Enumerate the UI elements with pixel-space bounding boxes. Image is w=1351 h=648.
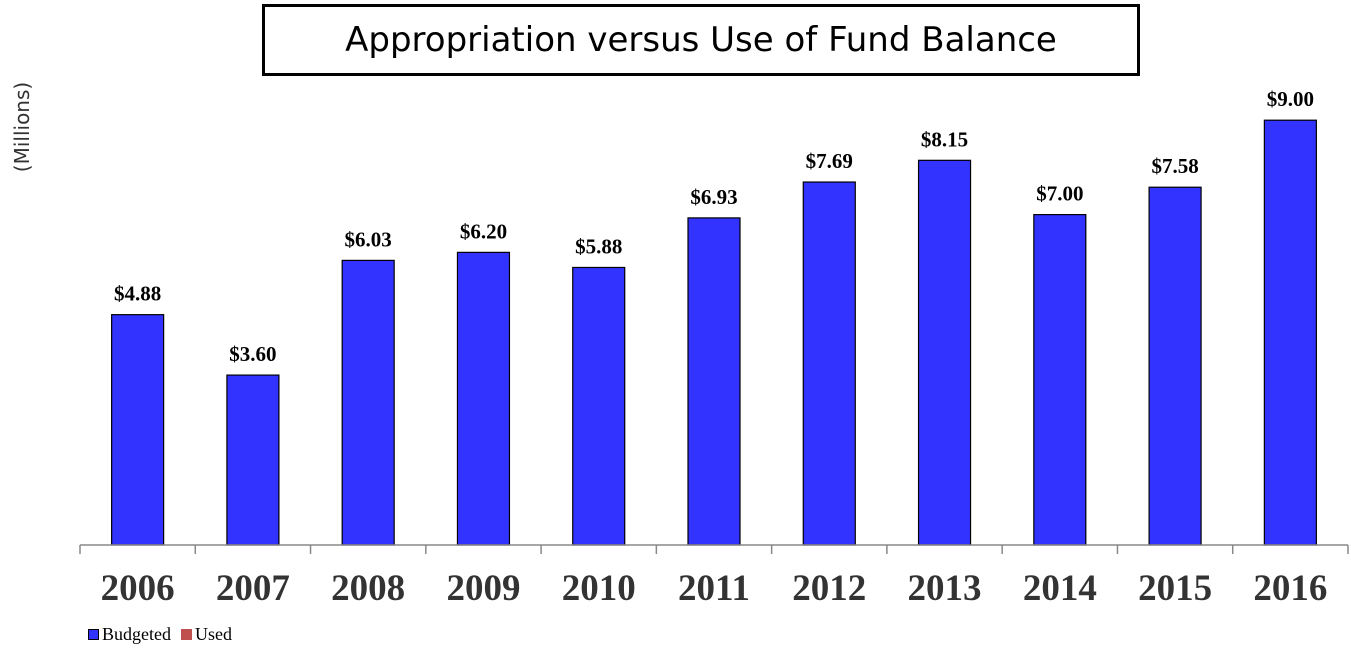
x-tick-label-2011: 2011 (678, 568, 750, 609)
legend-label-used: Used (195, 624, 232, 644)
x-tick-label-2016: 2016 (1253, 568, 1327, 609)
data-label-2014: $7.00 (1036, 182, 1083, 206)
data-label-2008: $6.03 (345, 227, 392, 251)
bar-2009 (456, 251, 511, 546)
bar-2008 (341, 259, 395, 546)
x-tick-label-2015: 2015 (1138, 568, 1212, 609)
data-label-2013: $8.15 (921, 127, 968, 151)
data-label-2015: $7.58 (1151, 154, 1198, 178)
bar-2010 (572, 266, 626, 546)
data-label-2011: $6.93 (690, 185, 737, 209)
x-tick-label-2014: 2014 (1023, 568, 1097, 609)
x-tick-label-2013: 2013 (908, 568, 982, 609)
data-label-2009: $6.20 (460, 219, 507, 243)
x-tick-label-2008: 2008 (331, 568, 405, 609)
x-tick-label-2006: 2006 (101, 568, 175, 609)
data-label-2006: $4.88 (114, 282, 161, 306)
bar-2006 (111, 314, 165, 546)
legend-item-used: Used (181, 624, 232, 645)
x-tick-label-2009: 2009 (446, 568, 520, 609)
data-label-2012: $7.69 (806, 149, 853, 173)
legend-swatch-used (181, 629, 192, 640)
bar-2014 (1033, 214, 1087, 546)
bar-2011 (687, 217, 741, 546)
legend-label-budgeted: Budgeted (102, 624, 171, 644)
legend-swatch-budgeted (88, 629, 99, 640)
legend: Budgeted Used (88, 624, 242, 645)
x-tick-label-2012: 2012 (792, 568, 866, 609)
legend-item-budgeted: Budgeted (88, 624, 171, 645)
bar-2012 (802, 181, 856, 546)
data-label-2010: $5.88 (575, 234, 622, 258)
data-label-2016: $9.00 (1267, 87, 1314, 111)
x-tick-label-2010: 2010 (562, 568, 636, 609)
bar-2007 (226, 374, 280, 546)
bar-2013 (917, 159, 972, 546)
x-tick-label-2007: 2007 (216, 568, 290, 609)
bar-2015 (1148, 186, 1202, 546)
bar-2016 (1263, 119, 1317, 546)
chart-title: Appropriation versus Use of Fund Balance (262, 4, 1140, 76)
data-label-2007: $3.60 (229, 342, 276, 366)
